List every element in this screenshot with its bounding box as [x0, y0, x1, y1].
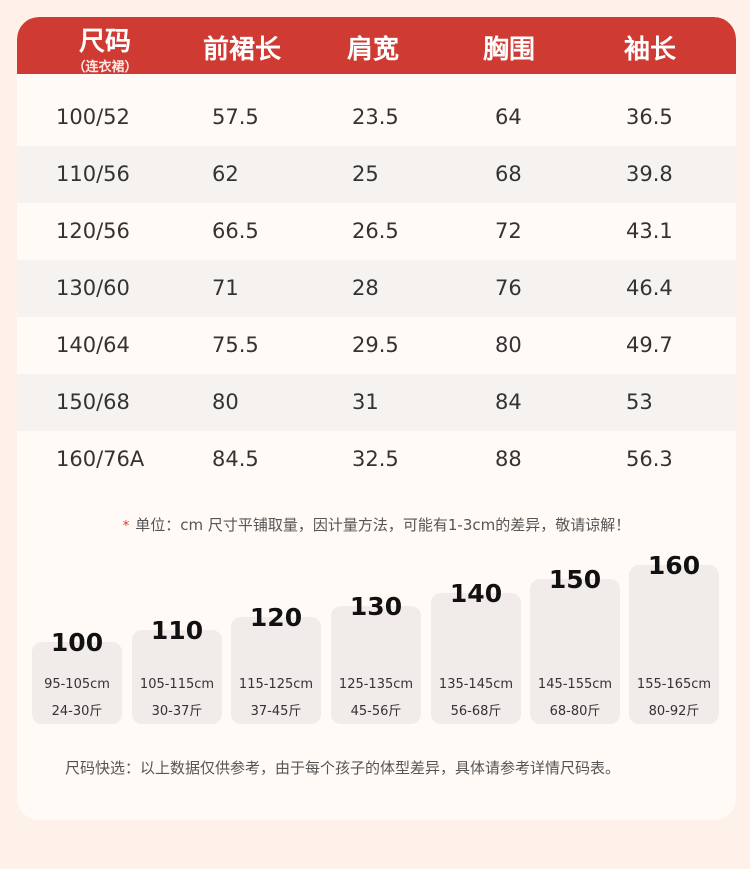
cell-front-length: 80 — [212, 390, 239, 414]
size-weight-range: 68-80斤 — [549, 704, 601, 719]
cell-size: 160/76A — [56, 447, 145, 471]
cell-sleeve-length: 49.7 — [626, 333, 673, 357]
size-weight-range: 80-92斤 — [648, 704, 700, 719]
size-weight-range: 56-68斤 — [450, 704, 502, 719]
size-height-range: 95-105cm — [44, 677, 110, 692]
size-height-range: 125-135cm — [338, 677, 414, 692]
cell-size: 150/68 — [56, 390, 130, 414]
cell-shoulder-width: 25 — [352, 162, 379, 186]
header-size-label: 尺码 — [78, 27, 132, 57]
measurement-note: * 单位：cm 尺寸平铺取量，因计量方法，可能有1-3cm的差异，敬请谅解！ — [17, 514, 736, 535]
size-box-120 — [231, 617, 321, 724]
size-height-range: 145-155cm — [537, 677, 613, 692]
quick-select-footnote: 尺码快选：以上数据仅供参考，由于每个孩子的体型差异，具体请参考详情尺码表。 — [65, 759, 621, 777]
size-height-range: 115-125cm — [238, 677, 314, 692]
note-text: 单位：cm 尺寸平铺取量，因计量方法，可能有1-3cm的差异，敬请谅解！ — [135, 516, 631, 534]
table-row: 140/64 75.5 29.5 80 49.7 — [17, 317, 736, 374]
size-number: 160 — [647, 551, 701, 580]
note-star: * — [122, 519, 130, 534]
cell-shoulder-width: 29.5 — [352, 333, 399, 357]
cell-shoulder-width: 31 — [352, 390, 379, 414]
header-size: 尺码 （连衣裙） — [72, 21, 137, 75]
cell-chest: 76 — [495, 276, 522, 300]
cell-chest: 84 — [495, 390, 522, 414]
size-number: 140 — [449, 579, 503, 608]
cell-shoulder-width: 28 — [352, 276, 379, 300]
size-height-range: 155-165cm — [636, 677, 712, 692]
cell-chest: 68 — [495, 162, 522, 186]
size-height-range: 135-145cm — [438, 677, 514, 692]
table-row: 120/56 66.5 26.5 72 43.1 — [17, 203, 736, 260]
size-number: 110 — [150, 616, 204, 645]
size-weight-range: 24-30斤 — [51, 704, 103, 719]
cell-chest: 80 — [495, 333, 522, 357]
cell-sleeve-length: 36.5 — [626, 105, 673, 129]
size-box-100 — [32, 642, 122, 724]
cell-front-length: 71 — [212, 276, 239, 300]
size-number: 120 — [249, 603, 303, 632]
cell-size: 110/56 — [56, 162, 130, 186]
cell-sleeve-length: 53 — [626, 390, 653, 414]
table-row: 150/68 80 31 84 53 — [17, 374, 736, 431]
size-weight-range: 30-37斤 — [151, 704, 203, 719]
cell-size: 120/56 — [56, 219, 130, 243]
size-box-160 — [629, 565, 719, 724]
cell-shoulder-width: 23.5 — [352, 105, 399, 129]
size-height-range: 105-115cm — [139, 677, 215, 692]
size-number: 150 — [548, 565, 602, 594]
cell-size: 130/60 — [56, 276, 130, 300]
cell-chest: 72 — [495, 219, 522, 243]
size-box-150 — [530, 579, 620, 724]
size-weight-range: 45-56斤 — [350, 704, 402, 719]
cell-front-length: 66.5 — [212, 219, 259, 243]
table-row: 100/52 57.5 23.5 64 36.5 — [17, 89, 736, 146]
size-box-140 — [431, 593, 521, 724]
cell-shoulder-width: 32.5 — [352, 447, 399, 471]
cell-front-length: 75.5 — [212, 333, 259, 357]
size-box-130 — [331, 606, 421, 724]
cell-sleeve-length: 39.8 — [626, 162, 673, 186]
size-weight-range: 37-45斤 — [250, 704, 302, 719]
header-sleeve-length: 袖长 — [623, 35, 677, 65]
size-box-110 — [132, 630, 222, 724]
header-shoulder-width: 肩宽 — [346, 35, 400, 65]
cell-sleeve-length: 43.1 — [626, 219, 673, 243]
cell-shoulder-width: 26.5 — [352, 219, 399, 243]
cell-front-length: 84.5 — [212, 447, 259, 471]
table-row: 110/56 62 25 68 39.8 — [17, 146, 736, 203]
header-front-length: 前裙长 — [202, 35, 282, 65]
cell-front-length: 57.5 — [212, 105, 259, 129]
cell-chest: 88 — [495, 447, 522, 471]
cell-size: 140/64 — [56, 333, 130, 357]
table-header: 尺码 （连衣裙） 前裙长 肩宽 胸围 袖长 — [17, 17, 736, 75]
cell-size: 100/52 — [56, 105, 130, 129]
cell-front-length: 62 — [212, 162, 239, 186]
cell-sleeve-length: 56.3 — [626, 447, 673, 471]
header-chest: 胸围 — [482, 35, 536, 65]
cell-sleeve-length: 46.4 — [626, 276, 673, 300]
table-row: 160/76A 84.5 32.5 88 56.3 — [17, 431, 736, 488]
size-number: 130 — [349, 592, 403, 621]
size-number: 100 — [50, 628, 104, 657]
size-chart-card: 尺码 （连衣裙） 前裙长 肩宽 胸围 袖长 100/52 57.5 23.5 64 36… — [17, 17, 736, 820]
table-row: 130/60 71 28 76 46.4 — [17, 260, 736, 317]
header-size-sublabel: （连衣裙） — [72, 60, 138, 75]
cell-chest: 64 — [495, 105, 522, 129]
